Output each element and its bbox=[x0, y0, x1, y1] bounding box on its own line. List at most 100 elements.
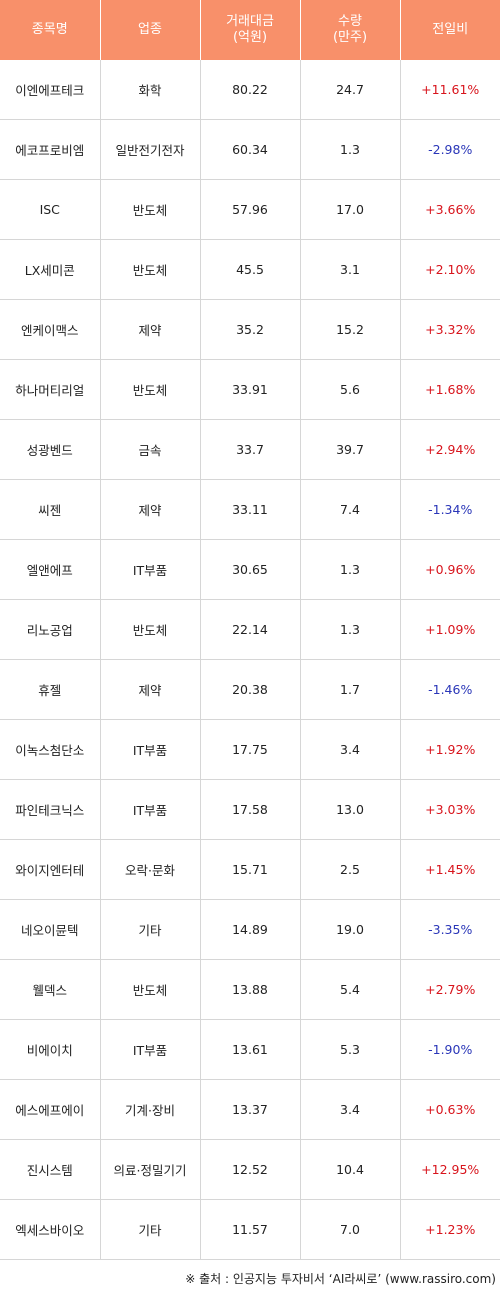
stock-name-cell: 이녹스첨단소 bbox=[0, 719, 101, 780]
change-rate-cell: +3.66% bbox=[400, 179, 500, 240]
trade-value-cell: 13.37 bbox=[200, 1079, 301, 1140]
column-header-trade-value: 거래대금 (억원) bbox=[200, 0, 301, 60]
trade-value-cell: 60.34 bbox=[200, 119, 301, 180]
table-row: 비에이치 IT부품 13.61 5.3 -1.90% bbox=[0, 1019, 500, 1080]
table-row: 파인테크닉스 IT부품 17.58 13.0 +3.03% bbox=[0, 779, 500, 840]
volume-cell: 5.3 bbox=[300, 1019, 401, 1080]
change-rate-cell: +0.63% bbox=[400, 1079, 500, 1140]
table-row: 휴젤 제약 20.38 1.7 -1.46% bbox=[0, 659, 500, 720]
change-rate-cell: +1.09% bbox=[400, 599, 500, 660]
volume-cell: 15.2 bbox=[300, 299, 401, 360]
volume-cell: 1.3 bbox=[300, 119, 401, 180]
trade-value-cell: 13.88 bbox=[200, 959, 301, 1020]
table-row: 성광벤드 금속 33.7 39.7 +2.94% bbox=[0, 419, 500, 480]
sector-cell: 기계·장비 bbox=[100, 1079, 201, 1140]
change-rate-cell: +1.45% bbox=[400, 839, 500, 900]
stock-name-cell: 성광벤드 bbox=[0, 419, 101, 480]
trade-value-cell: 22.14 bbox=[200, 599, 301, 660]
sector-cell: 반도체 bbox=[100, 179, 201, 240]
change-rate-cell: +0.96% bbox=[400, 539, 500, 600]
sector-cell: 제약 bbox=[100, 479, 201, 540]
sector-cell: IT부품 bbox=[100, 1019, 201, 1080]
table-row: 에코프로비엠 일반전기전자 60.34 1.3 -2.98% bbox=[0, 119, 500, 180]
trade-value-cell: 80.22 bbox=[200, 60, 301, 120]
change-rate-cell: +1.23% bbox=[400, 1199, 500, 1260]
table-row: 이엔에프테크 화학 80.22 24.7 +11.61% bbox=[0, 60, 500, 120]
stock-name-cell: 에코프로비엠 bbox=[0, 119, 101, 180]
table-row: 엘앤에프 IT부품 30.65 1.3 +0.96% bbox=[0, 539, 500, 600]
stock-name-cell: LX세미콘 bbox=[0, 239, 101, 300]
volume-cell: 5.6 bbox=[300, 359, 401, 420]
trade-value-cell: 57.96 bbox=[200, 179, 301, 240]
trade-value-cell: 17.58 bbox=[200, 779, 301, 840]
volume-cell: 24.7 bbox=[300, 60, 401, 120]
volume-cell: 1.3 bbox=[300, 539, 401, 600]
column-header-volume: 수량 (만주) bbox=[300, 0, 401, 60]
sector-cell: 반도체 bbox=[100, 359, 201, 420]
stock-name-cell: ISC bbox=[0, 179, 101, 240]
sector-cell: 기타 bbox=[100, 899, 201, 960]
stock-name-cell: 파인테크닉스 bbox=[0, 779, 101, 840]
sector-cell: IT부품 bbox=[100, 779, 201, 840]
trade-value-cell: 33.11 bbox=[200, 479, 301, 540]
stock-name-cell: 엘앤에프 bbox=[0, 539, 101, 600]
stock-name-cell: 웰덱스 bbox=[0, 959, 101, 1020]
change-rate-cell: +2.79% bbox=[400, 959, 500, 1020]
stock-table: 종목명 업종 거래대금 (억원) 수량 (만주) 전일비 이엔에프테크 화학 80.22 24.7… bbox=[0, 0, 500, 1260]
volume-cell: 3.1 bbox=[300, 239, 401, 300]
table-header: 종목명 업종 거래대금 (억원) 수량 (만주) 전일비 bbox=[0, 0, 500, 60]
stock-name-cell: 비에이치 bbox=[0, 1019, 101, 1080]
volume-cell: 3.4 bbox=[300, 719, 401, 780]
table-row: ISC 반도체 57.96 17.0 +3.66% bbox=[0, 179, 500, 240]
table-row: 와이지엔터테 오락·문화 15.71 2.5 +1.45% bbox=[0, 839, 500, 900]
trade-value-cell: 20.38 bbox=[200, 659, 301, 720]
volume-cell: 3.4 bbox=[300, 1079, 401, 1140]
sector-cell: 의료·정밀기기 bbox=[100, 1139, 201, 1200]
change-rate-cell: +3.03% bbox=[400, 779, 500, 840]
stock-name-cell: 리노공업 bbox=[0, 599, 101, 660]
column-header-stock-name: 종목명 bbox=[0, 0, 101, 60]
table-row: LX세미콘 반도체 45.5 3.1 +2.10% bbox=[0, 239, 500, 300]
table-row: 리노공업 반도체 22.14 1.3 +1.09% bbox=[0, 599, 500, 660]
volume-cell: 39.7 bbox=[300, 419, 401, 480]
volume-cell: 1.7 bbox=[300, 659, 401, 720]
change-rate-cell: +11.61% bbox=[400, 60, 500, 120]
table-row: 하나머티리얼 반도체 33.91 5.6 +1.68% bbox=[0, 359, 500, 420]
volume-cell: 1.3 bbox=[300, 599, 401, 660]
volume-cell: 10.4 bbox=[300, 1139, 401, 1200]
change-rate-cell: -1.90% bbox=[400, 1019, 500, 1080]
volume-cell: 13.0 bbox=[300, 779, 401, 840]
change-rate-cell: +2.10% bbox=[400, 239, 500, 300]
trade-value-cell: 30.65 bbox=[200, 539, 301, 600]
trade-value-cell: 45.5 bbox=[200, 239, 301, 300]
trade-value-cell: 15.71 bbox=[200, 839, 301, 900]
change-rate-cell: +3.32% bbox=[400, 299, 500, 360]
column-header-change-rate: 전일비 bbox=[400, 0, 500, 60]
volume-cell: 7.4 bbox=[300, 479, 401, 540]
sector-cell: 반도체 bbox=[100, 239, 201, 300]
table-row: 엔케이맥스 제약 35.2 15.2 +3.32% bbox=[0, 299, 500, 360]
change-rate-cell: +1.68% bbox=[400, 359, 500, 420]
stock-name-cell: 에스에프에이 bbox=[0, 1079, 101, 1140]
trade-value-cell: 33.7 bbox=[200, 419, 301, 480]
trade-value-cell: 14.89 bbox=[200, 899, 301, 960]
table-row: 씨젠 제약 33.11 7.4 -1.34% bbox=[0, 479, 500, 540]
stock-name-cell: 휴젤 bbox=[0, 659, 101, 720]
volume-cell: 2.5 bbox=[300, 839, 401, 900]
trade-value-cell: 13.61 bbox=[200, 1019, 301, 1080]
column-header-sector: 업종 bbox=[100, 0, 201, 60]
change-rate-cell: -3.35% bbox=[400, 899, 500, 960]
stock-name-cell: 하나머티리얼 bbox=[0, 359, 101, 420]
volume-cell: 17.0 bbox=[300, 179, 401, 240]
table-row: 엑세스바이오 기타 11.57 7.0 +1.23% bbox=[0, 1199, 500, 1260]
sector-cell: IT부품 bbox=[100, 719, 201, 780]
stock-name-cell: 엑세스바이오 bbox=[0, 1199, 101, 1260]
sector-cell: 오락·문화 bbox=[100, 839, 201, 900]
trade-value-cell: 17.75 bbox=[200, 719, 301, 780]
change-rate-cell: -2.98% bbox=[400, 119, 500, 180]
sector-cell: IT부품 bbox=[100, 539, 201, 600]
change-rate-cell: -1.46% bbox=[400, 659, 500, 720]
sector-cell: 일반전기전자 bbox=[100, 119, 201, 180]
sector-cell: 반도체 bbox=[100, 959, 201, 1020]
